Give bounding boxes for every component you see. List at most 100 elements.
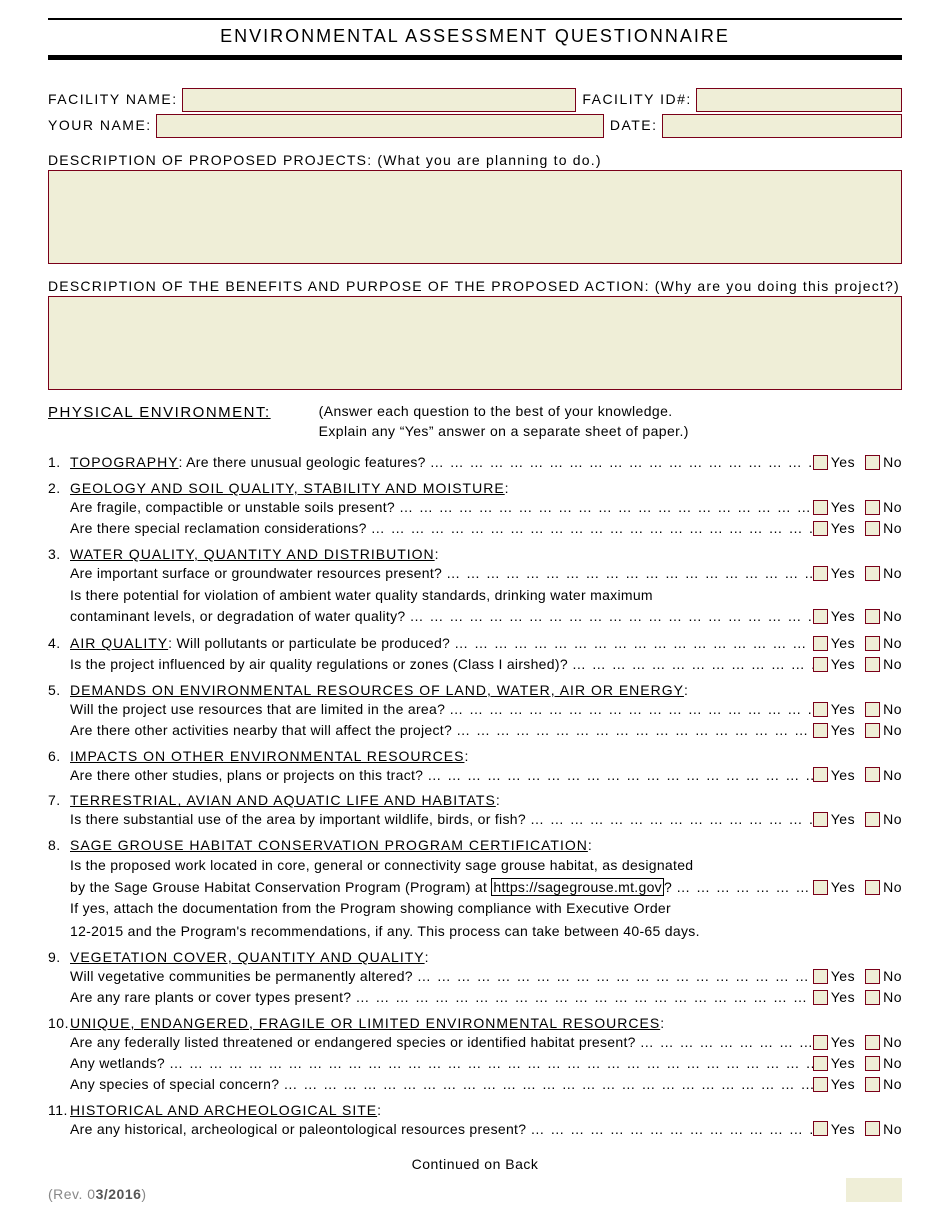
question-head: 11.HISTORICAL AND ARCHEOLOGICAL SITE: bbox=[48, 1102, 902, 1118]
yes-no-group: YesNo bbox=[813, 988, 902, 1007]
desc-benefits-input[interactable] bbox=[48, 296, 902, 390]
checkbox-yes[interactable] bbox=[813, 1077, 828, 1092]
question-head-row: 4.AIR QUALITY: Will pollutants or partic… bbox=[48, 634, 902, 653]
checkbox-no[interactable] bbox=[865, 455, 880, 470]
leader-dots bbox=[568, 655, 813, 674]
question-list: 1.TOPOGRAPHY: Are there unusual geologic… bbox=[48, 453, 902, 1138]
no-label: No bbox=[883, 607, 902, 626]
checkbox-no[interactable] bbox=[865, 1056, 880, 1071]
checkbox-no[interactable] bbox=[865, 702, 880, 717]
question-number: 4. bbox=[48, 634, 70, 653]
checkbox-no[interactable] bbox=[865, 880, 880, 895]
footer-page-box bbox=[846, 1178, 902, 1202]
no-label: No bbox=[883, 700, 902, 719]
yes-no-group: YesNo bbox=[813, 967, 902, 986]
sage-line2-row: by the Sage Grouse Habitat Conservation … bbox=[48, 878, 902, 897]
sub-question-row: Any species of special concern? YesNo bbox=[48, 1075, 902, 1094]
checkbox-no[interactable] bbox=[865, 1077, 880, 1092]
question-head-row: 1.TOPOGRAPHY: Are there unusual geologic… bbox=[48, 453, 902, 472]
checkbox-no[interactable] bbox=[865, 812, 880, 827]
checkbox-no[interactable] bbox=[865, 500, 880, 515]
yes-no-group: YesNo bbox=[813, 878, 902, 897]
checkbox-yes[interactable] bbox=[813, 723, 828, 738]
desc-projects-input[interactable] bbox=[48, 170, 902, 264]
sub-question-row: Will the project use resources that are … bbox=[48, 700, 902, 719]
sub-question-row: contaminant levels, or degradation of wa… bbox=[48, 607, 902, 626]
question-title: SAGE GROUSE HABITAT CONSERVATION PROGRAM… bbox=[70, 837, 588, 853]
your-name-input[interactable] bbox=[156, 114, 604, 138]
question-number: 10. bbox=[48, 1015, 70, 1031]
sub-question-text: Is the project influenced by air quality… bbox=[70, 655, 568, 674]
yes-no-group: YesNo bbox=[813, 634, 902, 653]
checkbox-yes[interactable] bbox=[813, 969, 828, 984]
checkbox-yes[interactable] bbox=[813, 1035, 828, 1050]
sub-question-row: Are any historical, archeological or pal… bbox=[48, 1120, 902, 1139]
checkbox-no[interactable] bbox=[865, 1035, 880, 1050]
yes-no-group: YesNo bbox=[813, 1075, 902, 1094]
question-title-line: TERRESTRIAL, AVIAN AND AQUATIC LIFE AND … bbox=[70, 792, 500, 808]
rev-bold: 3/2016 bbox=[96, 1186, 142, 1202]
footer: (Rev. 03/2016) bbox=[48, 1178, 902, 1202]
checkbox-no[interactable] bbox=[865, 609, 880, 624]
no-label: No bbox=[883, 519, 902, 538]
yes-label: Yes bbox=[831, 988, 855, 1007]
sub-question-row: Is the project influenced by air quality… bbox=[48, 655, 902, 674]
no-label: No bbox=[883, 1033, 902, 1052]
checkbox-no[interactable] bbox=[865, 990, 880, 1005]
physical-environment-note: (Answer each question to the best of you… bbox=[319, 402, 689, 441]
checkbox-no[interactable] bbox=[865, 657, 880, 672]
checkbox-yes[interactable] bbox=[813, 812, 828, 827]
leader-dots bbox=[367, 519, 813, 538]
sub-question-text: contaminant levels, or degradation of wa… bbox=[70, 607, 405, 626]
question-title-line: IMPACTS ON OTHER ENVIRONMENTAL RESOURCES… bbox=[70, 748, 469, 764]
checkbox-no[interactable] bbox=[865, 521, 880, 536]
question-number: 11. bbox=[48, 1102, 70, 1118]
checkbox-yes[interactable] bbox=[813, 702, 828, 717]
sub-question-text: Any species of special concern? bbox=[70, 1075, 279, 1094]
sub-question-text: Are there other studies, plans or projec… bbox=[70, 766, 423, 785]
checkbox-yes[interactable] bbox=[813, 657, 828, 672]
leader-dots bbox=[423, 766, 812, 785]
facility-id-input[interactable] bbox=[696, 88, 902, 112]
checkbox-no[interactable] bbox=[865, 636, 880, 651]
date-input[interactable] bbox=[662, 114, 902, 138]
checkbox-yes[interactable] bbox=[813, 1121, 828, 1136]
checkbox-no[interactable] bbox=[865, 969, 880, 984]
checkbox-no[interactable] bbox=[865, 566, 880, 581]
checkbox-no[interactable] bbox=[865, 723, 880, 738]
yes-label: Yes bbox=[831, 634, 855, 653]
no-label: No bbox=[883, 766, 902, 785]
yes-no-group: YesNo bbox=[813, 564, 902, 583]
question-2: 2.GEOLOGY AND SOIL QUALITY, STABILITY AN… bbox=[48, 480, 902, 538]
sub-question-row: Are any federally listed threatened or e… bbox=[48, 1033, 902, 1052]
question-11: 11.HISTORICAL AND ARCHEOLOGICAL SITE: Are… bbox=[48, 1102, 902, 1139]
checkbox-yes[interactable] bbox=[813, 880, 828, 895]
sub-question-row: Are fragile, compactible or unstable soi… bbox=[48, 498, 902, 517]
checkbox-yes[interactable] bbox=[813, 609, 828, 624]
sub-question-text: Are fragile, compactible or unstable soi… bbox=[70, 498, 395, 517]
facility-name-input[interactable] bbox=[182, 88, 577, 112]
leader-dots bbox=[672, 878, 813, 897]
checkbox-no[interactable] bbox=[865, 767, 880, 782]
no-label: No bbox=[883, 655, 902, 674]
checkbox-yes[interactable] bbox=[813, 566, 828, 581]
physical-environment-header: PHYSICAL ENVIRONMENT: (Answer each quest… bbox=[48, 402, 902, 441]
question-3: 3.WATER QUALITY, QUANTITY AND DISTRIBUTI… bbox=[48, 546, 902, 626]
checkbox-yes[interactable] bbox=[813, 500, 828, 515]
checkbox-yes[interactable] bbox=[813, 455, 828, 470]
question-number: 3. bbox=[48, 546, 70, 562]
checkbox-no[interactable] bbox=[865, 1121, 880, 1136]
checkbox-yes[interactable] bbox=[813, 1056, 828, 1071]
checkbox-yes[interactable] bbox=[813, 990, 828, 1005]
yes-label: Yes bbox=[831, 498, 855, 517]
your-name-label: YOUR NAME: bbox=[48, 114, 152, 138]
yes-label: Yes bbox=[831, 655, 855, 674]
sage-grouse-link[interactable]: https://sagegrouse.mt.gov bbox=[491, 878, 664, 896]
header-row-2: YOUR NAME: DATE: bbox=[48, 114, 902, 138]
checkbox-yes[interactable] bbox=[813, 767, 828, 782]
checkbox-yes[interactable] bbox=[813, 521, 828, 536]
checkbox-yes[interactable] bbox=[813, 636, 828, 651]
sub-question-row: Any wetlands?YesNo bbox=[48, 1054, 902, 1073]
leader-dots bbox=[165, 1054, 813, 1073]
question-head: 2.GEOLOGY AND SOIL QUALITY, STABILITY AN… bbox=[48, 480, 902, 496]
